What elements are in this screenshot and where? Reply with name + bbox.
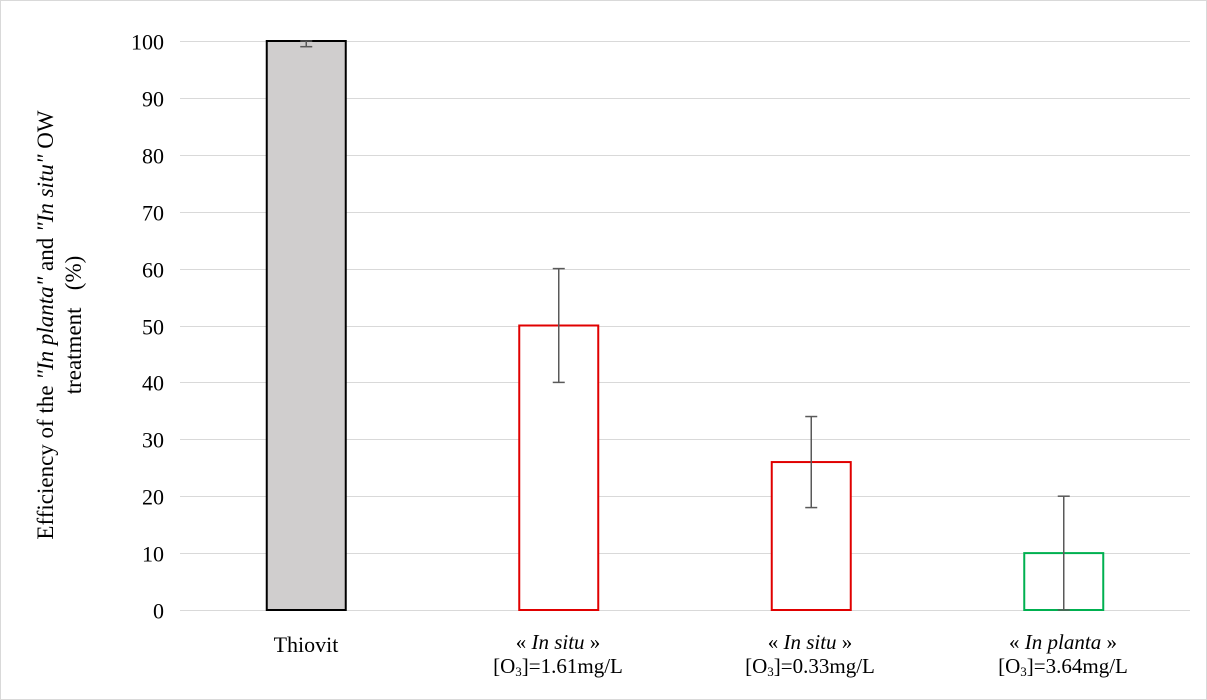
- error-bar-4: [1057, 495, 1070, 611]
- y-tick-label-10: 10: [142, 542, 164, 567]
- bar-1: [265, 40, 347, 611]
- y-tick-label-0: 0: [153, 599, 164, 624]
- y-tick-label-60: 60: [142, 258, 164, 283]
- error-bars: [300, 40, 1070, 611]
- category-label-in-situ-1-61: « In situ » [O3]=1.61mg/L: [493, 630, 623, 679]
- category-label-in-planta-3-64: « In planta » [O3]=3.64mg/L: [998, 630, 1128, 679]
- y-tick-labels: 0 10 20 30 40 50 60 70 80 90 100: [131, 30, 164, 624]
- y-tick-label-80: 80: [142, 144, 164, 169]
- y-axis-title-line1: Efficiency of the "In planta" and "In si…: [33, 110, 58, 540]
- y-tick-label-100: 100: [131, 30, 164, 55]
- y-tick-label-40: 40: [142, 371, 164, 396]
- y-tick-label-30: 30: [142, 428, 164, 453]
- y-tick-label-70: 70: [142, 201, 164, 226]
- bars: [265, 40, 1105, 611]
- error-bar-3: [805, 415, 818, 509]
- y-tick-label-90: 90: [142, 87, 164, 112]
- error-bar-2: [552, 267, 565, 384]
- error-bar-1: [300, 40, 313, 48]
- category-label-in-situ-0-33: « In situ » [O3]=0.33mg/L: [745, 630, 875, 679]
- y-axis-title-line2: treatment (%): [61, 255, 86, 395]
- y-axis-title: Efficiency of the "In planta" and "In si…: [32, 40, 88, 610]
- gridlines: [180, 41, 1190, 611]
- y-tick-label-20: 20: [142, 485, 164, 510]
- category-label-thiovit: Thiovit: [273, 632, 339, 657]
- y-tick-label-50: 50: [142, 315, 164, 340]
